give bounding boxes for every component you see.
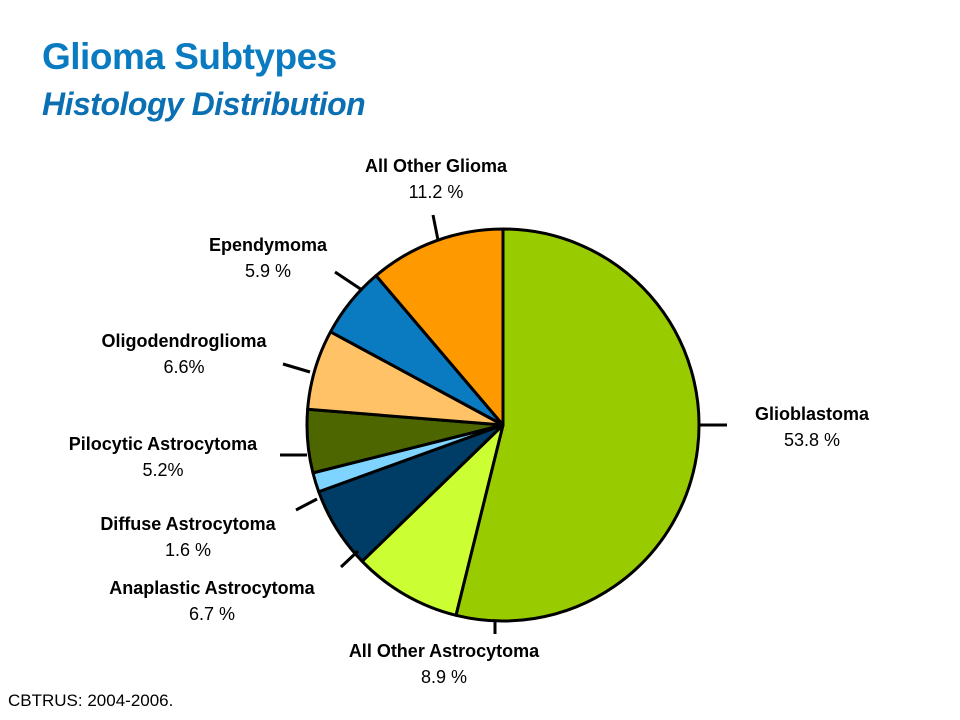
leader-line-oligodendroglioma: [282, 362, 311, 374]
page-title: Glioma Subtypes: [42, 36, 337, 77]
slice-value-pilocytic-astrocytoma: 5.2%: [142, 460, 183, 480]
slice-label-diffuse-astrocytoma: Diffuse Astrocytoma: [100, 514, 276, 534]
leader-line-anaplastic-astrocytoma: [339, 549, 360, 569]
slice-value-all-other-glioma: 11.2 %: [409, 182, 464, 202]
slice-value-all-other-astrocytoma: 8.9 %: [421, 667, 467, 687]
slice-label-all-other-astrocytoma: All Other Astrocytoma: [349, 641, 540, 661]
slice-label-pilocytic-astrocytoma: Pilocytic Astrocytoma: [69, 434, 258, 454]
slice-label-glioblastoma: Glioblastoma: [755, 404, 870, 424]
slice-label-oligodendroglioma: Oligodendroglioma: [102, 331, 268, 351]
page-subtitle: Histology Distribution: [42, 86, 366, 122]
leader-line-ependymoma: [334, 270, 363, 292]
source-note: CBTRUS: 2004-2006.: [8, 691, 174, 710]
slice-label-all-other-glioma: All Other Glioma: [365, 156, 508, 176]
leader-line-diffuse-astrocytoma: [295, 497, 318, 512]
slice-value-oligodendroglioma: 6.6%: [163, 357, 204, 377]
pie-slice-all-other-glioma: [374, 227, 505, 427]
slice-value-diffuse-astrocytoma: 1.6 %: [165, 540, 211, 560]
leader-line-all-other-glioma: [431, 214, 440, 241]
slice-label-ependymoma: Ependymoma: [209, 235, 328, 255]
slice-value-anaplastic-astrocytoma: 6.7 %: [189, 604, 235, 624]
slice-value-glioblastoma: 53.8 %: [784, 430, 840, 450]
slice-value-ependymoma: 5.9 %: [245, 261, 291, 281]
slice-label-anaplastic-astrocytoma: Anaplastic Astrocytoma: [109, 578, 315, 598]
pie-slice-all-other-astrocytoma: [360, 423, 505, 617]
pie-slice-glioblastoma: [454, 227, 701, 623]
